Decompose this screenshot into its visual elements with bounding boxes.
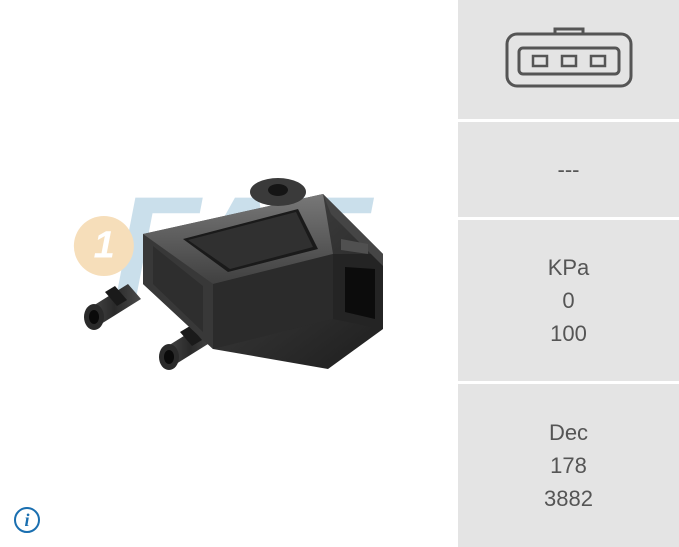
connector-diagram-icon xyxy=(499,26,639,94)
spec-sidebar: --- KPa 0 100 Dec 178 3882 xyxy=(455,0,679,547)
placeholder-text: --- xyxy=(558,153,580,186)
product-illustration xyxy=(28,124,428,424)
pressure-min: 0 xyxy=(562,284,574,317)
spec-connector-cell xyxy=(458,0,679,122)
pressure-max: 100 xyxy=(550,317,587,350)
reference-value-2: 3882 xyxy=(544,482,593,515)
reference-label: Dec xyxy=(549,416,588,449)
spec-placeholder-cell: --- xyxy=(458,122,679,220)
spec-reference-cell: Dec 178 3882 xyxy=(458,384,679,547)
info-icon[interactable]: i xyxy=(14,507,40,533)
product-image-area: FAE xyxy=(0,0,455,547)
spec-pressure-cell: KPa 0 100 xyxy=(458,220,679,384)
reference-value-1: 178 xyxy=(550,449,587,482)
info-icon-glyph: i xyxy=(24,510,29,531)
pressure-unit: KPa xyxy=(548,251,590,284)
